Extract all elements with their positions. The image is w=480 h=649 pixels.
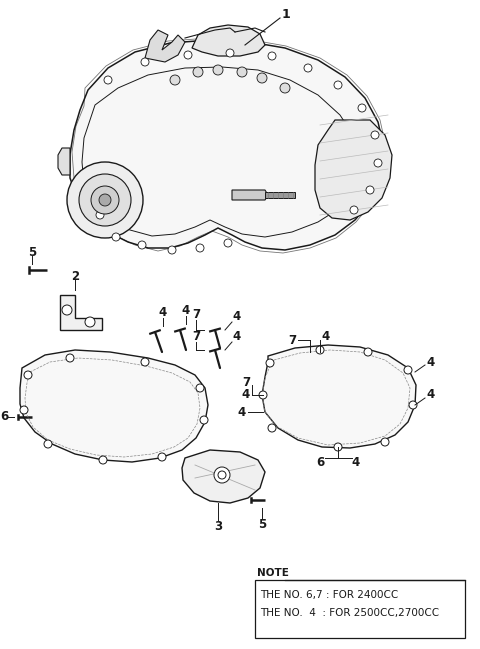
Circle shape bbox=[20, 406, 28, 414]
Circle shape bbox=[67, 162, 143, 238]
Circle shape bbox=[91, 186, 119, 214]
Text: 4: 4 bbox=[352, 456, 360, 469]
Text: 7: 7 bbox=[192, 308, 200, 321]
Text: THE NO.  4  : FOR 2500CC,2700CC: THE NO. 4 : FOR 2500CC,2700CC bbox=[260, 608, 439, 618]
Text: 7: 7 bbox=[288, 334, 296, 347]
Circle shape bbox=[259, 391, 267, 399]
Circle shape bbox=[224, 239, 232, 247]
Circle shape bbox=[358, 104, 366, 112]
Text: 4: 4 bbox=[238, 406, 246, 419]
Text: 4: 4 bbox=[233, 330, 241, 343]
Circle shape bbox=[138, 241, 146, 249]
Polygon shape bbox=[265, 192, 295, 198]
Circle shape bbox=[214, 467, 230, 483]
Polygon shape bbox=[58, 148, 70, 175]
Polygon shape bbox=[262, 345, 416, 448]
Circle shape bbox=[184, 51, 192, 59]
Text: 6: 6 bbox=[316, 456, 324, 469]
Circle shape bbox=[99, 194, 111, 206]
Circle shape bbox=[104, 76, 112, 84]
Circle shape bbox=[196, 384, 204, 392]
Text: 4: 4 bbox=[427, 356, 435, 369]
Circle shape bbox=[334, 81, 342, 89]
Text: 1: 1 bbox=[282, 8, 290, 21]
Polygon shape bbox=[145, 30, 185, 62]
Circle shape bbox=[268, 52, 276, 60]
Circle shape bbox=[44, 440, 52, 448]
Circle shape bbox=[404, 366, 412, 374]
Polygon shape bbox=[192, 25, 265, 56]
Text: 6: 6 bbox=[0, 411, 8, 424]
Circle shape bbox=[79, 174, 131, 226]
Text: 4: 4 bbox=[182, 304, 190, 317]
Text: 4: 4 bbox=[159, 306, 167, 319]
Circle shape bbox=[374, 159, 382, 167]
Circle shape bbox=[381, 438, 389, 446]
Circle shape bbox=[409, 401, 417, 409]
Circle shape bbox=[280, 83, 290, 93]
Polygon shape bbox=[20, 350, 208, 462]
Polygon shape bbox=[182, 450, 265, 503]
Circle shape bbox=[193, 67, 203, 77]
Text: 5: 5 bbox=[258, 517, 266, 530]
Text: NOTE: NOTE bbox=[257, 568, 289, 578]
Text: 3: 3 bbox=[214, 519, 222, 532]
Text: 7: 7 bbox=[242, 376, 250, 389]
Text: 4: 4 bbox=[427, 389, 435, 402]
Text: 4: 4 bbox=[322, 330, 330, 343]
Circle shape bbox=[268, 424, 276, 432]
Text: 4: 4 bbox=[233, 310, 241, 323]
Circle shape bbox=[350, 206, 358, 214]
Circle shape bbox=[304, 64, 312, 72]
Circle shape bbox=[158, 453, 166, 461]
Circle shape bbox=[62, 305, 72, 315]
Circle shape bbox=[112, 233, 120, 241]
Circle shape bbox=[237, 67, 247, 77]
Text: 5: 5 bbox=[28, 245, 36, 258]
Circle shape bbox=[213, 65, 223, 75]
Polygon shape bbox=[315, 120, 392, 220]
Circle shape bbox=[168, 246, 176, 254]
Circle shape bbox=[24, 371, 32, 379]
Circle shape bbox=[85, 317, 95, 327]
Text: THE NO. 6,7 : FOR 2400CC: THE NO. 6,7 : FOR 2400CC bbox=[260, 590, 398, 600]
Circle shape bbox=[257, 73, 267, 83]
Circle shape bbox=[141, 358, 149, 366]
Circle shape bbox=[200, 416, 208, 424]
Bar bbox=[255, 580, 465, 638]
Circle shape bbox=[316, 346, 324, 354]
Circle shape bbox=[218, 471, 226, 479]
Circle shape bbox=[366, 186, 374, 194]
Text: 2: 2 bbox=[71, 269, 79, 282]
Circle shape bbox=[66, 354, 74, 362]
Circle shape bbox=[99, 456, 107, 464]
Text: 4: 4 bbox=[242, 389, 250, 402]
Polygon shape bbox=[60, 295, 102, 330]
Circle shape bbox=[196, 244, 204, 252]
Polygon shape bbox=[232, 190, 268, 200]
Circle shape bbox=[371, 131, 379, 139]
Circle shape bbox=[141, 58, 149, 66]
Circle shape bbox=[334, 443, 342, 451]
Circle shape bbox=[170, 75, 180, 85]
Circle shape bbox=[96, 211, 104, 219]
Circle shape bbox=[266, 359, 274, 367]
Circle shape bbox=[226, 49, 234, 57]
Polygon shape bbox=[70, 40, 384, 250]
Text: 7: 7 bbox=[192, 330, 200, 343]
Circle shape bbox=[364, 348, 372, 356]
